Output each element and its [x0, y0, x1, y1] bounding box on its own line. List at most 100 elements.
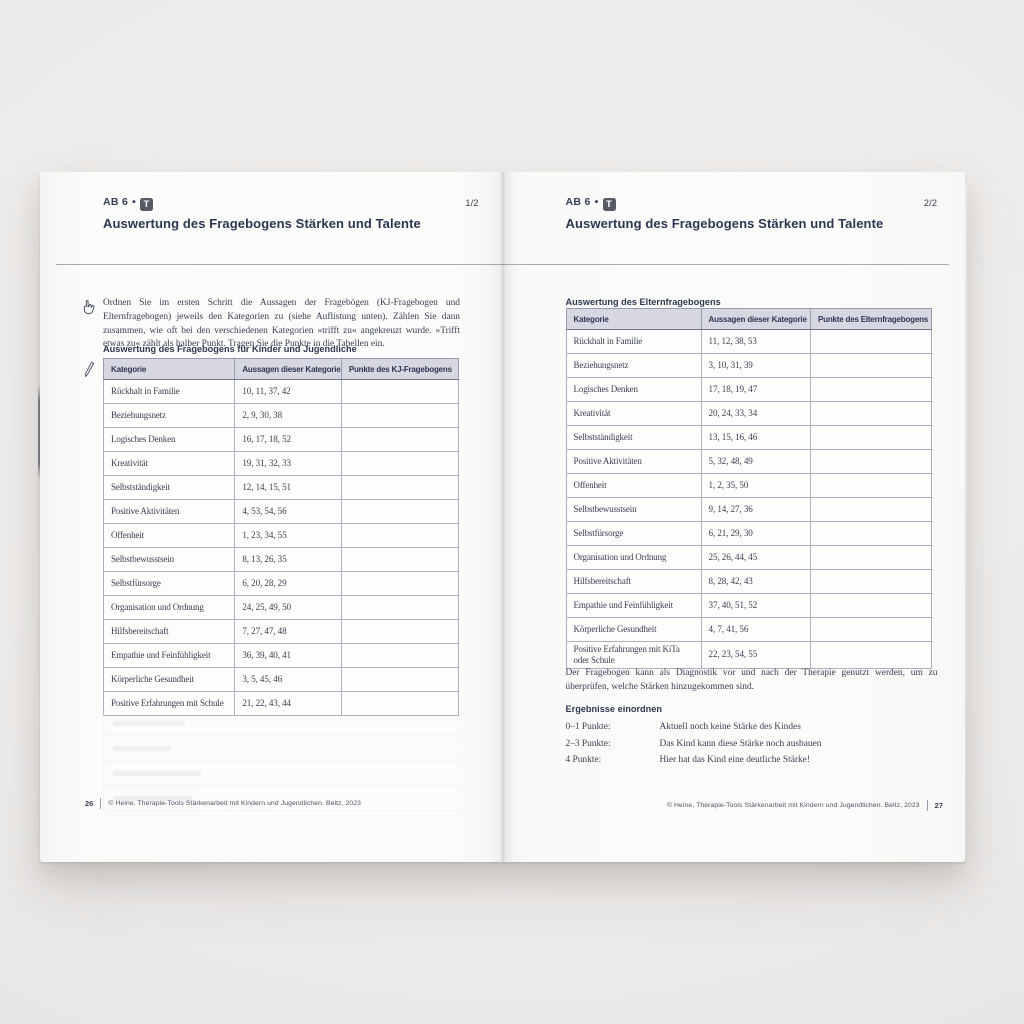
worksheet-header: AB 6 • T — [103, 196, 154, 211]
worksheet-code: AB 6 — [103, 196, 129, 208]
page-indicator: 2/2 — [923, 198, 937, 209]
table-row: Logisches Denken 17, 18, 19, 47 — [565, 377, 932, 402]
result-label: 4 Punkte: — [565, 755, 602, 765]
category-cell: Positive Erfahrungen mit KiTa oder Schul… — [565, 641, 702, 669]
table-row: Körperliche Gesundheit 4, 7, 41, 56 — [565, 617, 932, 642]
statements-cell: 5, 32, 48, 49 — [700, 449, 812, 474]
statements-cell: 20, 24, 33, 34 — [700, 401, 812, 426]
category-cell: Organisation und Ordnung — [102, 595, 236, 620]
points-cell — [810, 521, 932, 546]
page-footer: 26 © Heine, Therapie-Tools Stärkenarbeit… — [85, 798, 361, 809]
table-row: Körperliche Gesundheit 3, 5, 45, 46 — [102, 667, 460, 692]
table-row: Kreativität 19, 31, 32, 33 — [102, 451, 460, 476]
category-cell: Selbstbewusstsein — [565, 497, 702, 522]
footer-copyright: © Heine, Therapie-Tools Stärkenarbeit mi… — [666, 802, 920, 809]
section-heading: Auswertung des Elternfragebogens — [565, 297, 721, 307]
points-cell — [340, 595, 460, 620]
category-cell: Logisches Denken — [102, 427, 236, 452]
table-row: Selbstständigkeit 12, 14, 15, 51 — [102, 475, 460, 500]
statements-cell: 6, 21, 29, 30 — [700, 521, 812, 546]
statements-cell: 11, 12, 38, 53 — [700, 329, 812, 354]
worksheet-header: AB 6 • T — [566, 196, 616, 211]
result-text: Das Kind kann diese Stärke noch ausbauen — [659, 738, 822, 749]
category-cell: Selbstfürsorge — [102, 571, 236, 596]
kj-score-table: Kategorie Aussagen dieser Kategorie Punk… — [102, 358, 460, 716]
statements-cell: 10, 11, 37, 42 — [234, 379, 342, 404]
category-cell: Selbstbewusstsein — [102, 547, 236, 572]
header-rule — [502, 264, 949, 265]
table-row: Selbstfürsorge 6, 21, 29, 30 — [565, 521, 932, 546]
result-label: 2–3 Punkte: — [565, 738, 611, 749]
category-cell: Beziehungsnetz — [102, 403, 236, 428]
category-cell: Rückhalt in Familie — [565, 329, 702, 354]
category-cell: Selbstständigkeit — [565, 425, 702, 450]
category-cell: Rückhalt in Familie — [102, 379, 236, 404]
statements-cell: 37, 40, 51, 52 — [700, 593, 812, 618]
statements-cell: 1, 23, 34, 55 — [234, 523, 342, 548]
points-cell — [340, 643, 460, 668]
worksheet-type-badge: T — [602, 198, 616, 211]
footer-page-number: 27 — [934, 801, 943, 810]
result-text: Hier hat das Kind eine deutliche Stärke! — [659, 755, 810, 765]
results-list: 0–1 Punkte: Aktuell noch keine Stärke de… — [566, 722, 822, 765]
table-row: Selbstbewusstsein 9, 14, 27, 36 — [565, 497, 932, 522]
table-row: Beziehungsnetz 2, 9, 30, 38 — [102, 403, 460, 428]
statements-cell: 3, 10, 31, 39 — [700, 353, 812, 378]
statements-cell: 4, 53, 54, 56 — [234, 499, 342, 524]
table-row: Beziehungsnetz 3, 10, 31, 39 — [565, 353, 932, 378]
statements-cell: 8, 28, 42, 43 — [700, 569, 812, 594]
points-cell — [810, 377, 932, 402]
statements-cell: 4, 7, 41, 56 — [700, 617, 812, 642]
statements-cell: 17, 18, 19, 47 — [700, 377, 812, 402]
table-row: Positive Aktivitäten 5, 32, 48, 49 — [565, 449, 932, 474]
col-header-punkte: Punkte des KJ-Fragebogens — [340, 358, 460, 380]
category-cell: Selbstfürsorge — [565, 521, 702, 546]
col-header-kategorie: Kategorie — [102, 358, 236, 380]
points-cell — [340, 427, 460, 452]
points-cell — [810, 569, 932, 594]
category-cell: Logisches Denken — [565, 377, 702, 402]
points-cell — [810, 641, 932, 669]
pencil-icon — [84, 361, 95, 383]
category-cell: Kreativität — [565, 401, 702, 426]
header-bullet: • — [132, 196, 137, 208]
category-cell: Beziehungsnetz — [565, 353, 702, 378]
book-edge-mark — [38, 384, 41, 480]
statements-cell: 2, 9, 30, 38 — [234, 403, 342, 428]
left-page: AB 6 • T 1/2 Auswertung des Fragebogens St… — [40, 172, 503, 862]
table-row: Logisches Denken 16, 17, 18, 52 — [102, 427, 460, 452]
result-item: 4 Punkte: Hier hat das Kind eine deutlic… — [566, 755, 822, 765]
table-row: Hilfsbereitschaft 8, 28, 42, 43 — [565, 569, 932, 594]
points-cell — [340, 667, 460, 692]
category-cell: Empathie und Feinfühligkeit — [565, 593, 702, 618]
col-header-punkte: Punkte des Elternfragebogens — [810, 308, 932, 330]
statements-cell: 8, 13, 26, 35 — [234, 547, 342, 572]
footer-divider — [926, 800, 928, 811]
table-row: Hilfsbereitschaft 7, 27, 47, 48 — [102, 619, 460, 644]
points-cell — [340, 451, 460, 476]
points-cell — [340, 619, 460, 644]
page-title: Auswertung des Fragebogens Stärken und T… — [103, 216, 421, 231]
points-cell — [810, 353, 932, 378]
footer-copyright: © Heine, Therapie-Tools Stärkenarbeit mi… — [108, 800, 362, 807]
statements-cell: 21, 22, 43, 44 — [234, 691, 342, 716]
points-cell — [810, 593, 932, 618]
category-cell: Positive Aktivitäten — [565, 449, 702, 474]
note-text: Der Fragebogen kann als Diagnostik vor u… — [565, 668, 938, 693]
points-cell — [810, 329, 932, 354]
statements-cell: 19, 31, 32, 33 — [234, 451, 342, 476]
table-row: Organisation und Ordnung 25, 26, 44, 45 — [565, 545, 932, 570]
statements-cell: 9, 14, 27, 36 — [700, 497, 812, 522]
col-header-kategorie: Kategorie — [565, 308, 702, 330]
results-heading: Ergebnisse einordnen — [565, 704, 663, 714]
points-cell — [340, 523, 460, 548]
category-cell: Positive Erfahrungen mit Schule — [102, 691, 236, 716]
footer-page-number: 26 — [85, 799, 94, 808]
table-row: Empathie und Feinfühligkeit 37, 40, 51, … — [565, 593, 932, 618]
statements-cell: 24, 25, 49, 50 — [234, 595, 342, 620]
points-cell — [810, 497, 932, 522]
points-cell — [810, 545, 932, 570]
points-cell — [340, 547, 460, 572]
page-title: Auswertung des Fragebogens Stärken und T… — [565, 216, 884, 231]
section-heading: Auswertung des Fragebogens für Kinder un… — [103, 344, 357, 354]
